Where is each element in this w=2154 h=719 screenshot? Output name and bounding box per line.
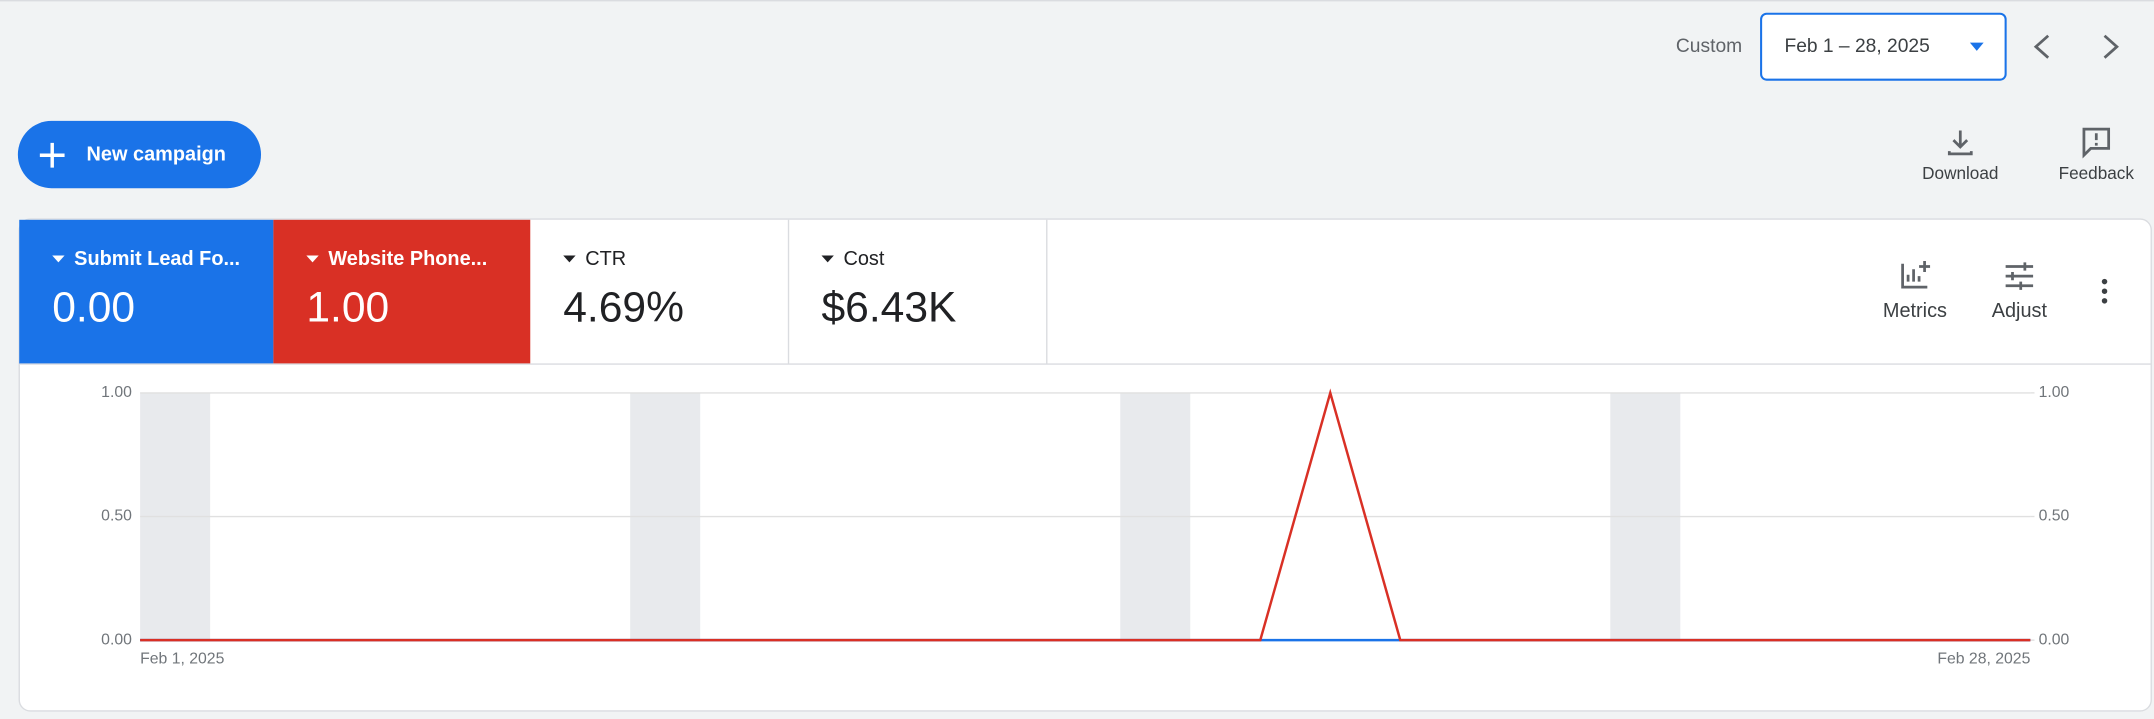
scorecard[interactable]: Submit Lead Fo... 0.00 bbox=[19, 219, 274, 365]
x-tick-label: Feb 28, 2025 bbox=[1937, 651, 2030, 668]
series-line bbox=[140, 388, 2031, 642]
y2-tick-label: 0.00 bbox=[2039, 631, 2070, 648]
dropdown-arrow[interactable] bbox=[1969, 42, 1984, 51]
scorecard[interactable]: CTR 4.69% bbox=[563, 219, 790, 365]
new-campaign-label[interactable]: New campaign bbox=[87, 143, 226, 165]
scorecard-value[interactable]: $6.43K bbox=[821, 284, 956, 332]
scorecard[interactable]: Cost $6.43K bbox=[821, 219, 1048, 365]
scorecard-dropdown[interactable] bbox=[563, 255, 576, 263]
y-tick-label: 1.00 bbox=[101, 384, 132, 401]
more-dot[interactable] bbox=[2101, 298, 2108, 304]
scorecard-name[interactable]: Submit Lead Fo... bbox=[74, 248, 240, 270]
scorecard-name[interactable]: Cost bbox=[843, 248, 884, 270]
previous-button[interactable] bbox=[2033, 34, 2050, 59]
scorecard-background[interactable] bbox=[19, 219, 274, 365]
scorecard-value[interactable]: 1.00 bbox=[306, 284, 389, 332]
adjust-button[interactable]: Adjust bbox=[1992, 262, 2048, 322]
date-range-label: Custom bbox=[1676, 36, 1742, 57]
scorecard-name[interactable]: CTR bbox=[585, 248, 626, 270]
x-tick-label: Feb 1, 2025 bbox=[140, 651, 224, 668]
feedback-label[interactable]: Feedback bbox=[2059, 163, 2135, 183]
scorecard-value[interactable]: 4.69% bbox=[563, 284, 684, 332]
plus-icon[interactable] bbox=[39, 142, 65, 168]
feedback-button[interactable]: Feedback bbox=[2059, 127, 2135, 183]
download-icon[interactable] bbox=[1947, 130, 1973, 156]
next-button[interactable] bbox=[2103, 34, 2119, 59]
metrics-label[interactable]: Metrics bbox=[1883, 300, 1947, 322]
y2-tick-label: 0.50 bbox=[2039, 508, 2070, 525]
scorecard[interactable]: Website Phone... 1.00 bbox=[273, 219, 531, 365]
scorecard-dropdown[interactable] bbox=[52, 255, 65, 263]
scorecard-value[interactable]: 0.00 bbox=[52, 284, 135, 332]
y-tick-label: 0.50 bbox=[101, 508, 132, 525]
adjust-icon[interactable] bbox=[2005, 262, 2034, 290]
scorecards: Submit Lead Fo... 0.00 Website Phone... 1.0… bbox=[19, 219, 1048, 365]
download-label[interactable]: Download bbox=[1922, 163, 1998, 183]
feedback-icon[interactable] bbox=[2082, 127, 2111, 159]
date-range[interactable]: Feb 1 – 28, 2025 bbox=[1784, 36, 1929, 57]
download-button[interactable]: Download bbox=[1922, 130, 1998, 183]
scorecard-dropdown[interactable] bbox=[821, 255, 834, 263]
scorecard-name[interactable]: Website Phone... bbox=[328, 248, 487, 270]
scorecard-dropdown[interactable] bbox=[306, 255, 319, 263]
more-button[interactable] bbox=[2101, 278, 2108, 304]
more-dot[interactable] bbox=[2101, 288, 2108, 294]
scorecard-background[interactable] bbox=[273, 219, 531, 365]
date-range-picker[interactable]: Feb 1 – 28, 2025 bbox=[1760, 12, 2007, 81]
date-range-box[interactable] bbox=[1760, 12, 2007, 81]
chart: 0.00 0.50 1.00 0.00 0.50 1.00 Feb 1, 2025 Feb 2… bbox=[101, 384, 2069, 667]
y2-tick-label: 1.00 bbox=[2039, 384, 2070, 401]
new-campaign-button[interactable]: New campaign bbox=[17, 120, 262, 189]
y-tick-label: 0.00 bbox=[101, 631, 132, 648]
metrics-icon[interactable] bbox=[1901, 261, 1931, 289]
more-dot[interactable] bbox=[2101, 278, 2108, 285]
adjust-label[interactable]: Adjust bbox=[1992, 300, 2048, 322]
new-campaign-background[interactable] bbox=[17, 120, 262, 189]
metrics-button[interactable]: Metrics bbox=[1883, 261, 1947, 322]
